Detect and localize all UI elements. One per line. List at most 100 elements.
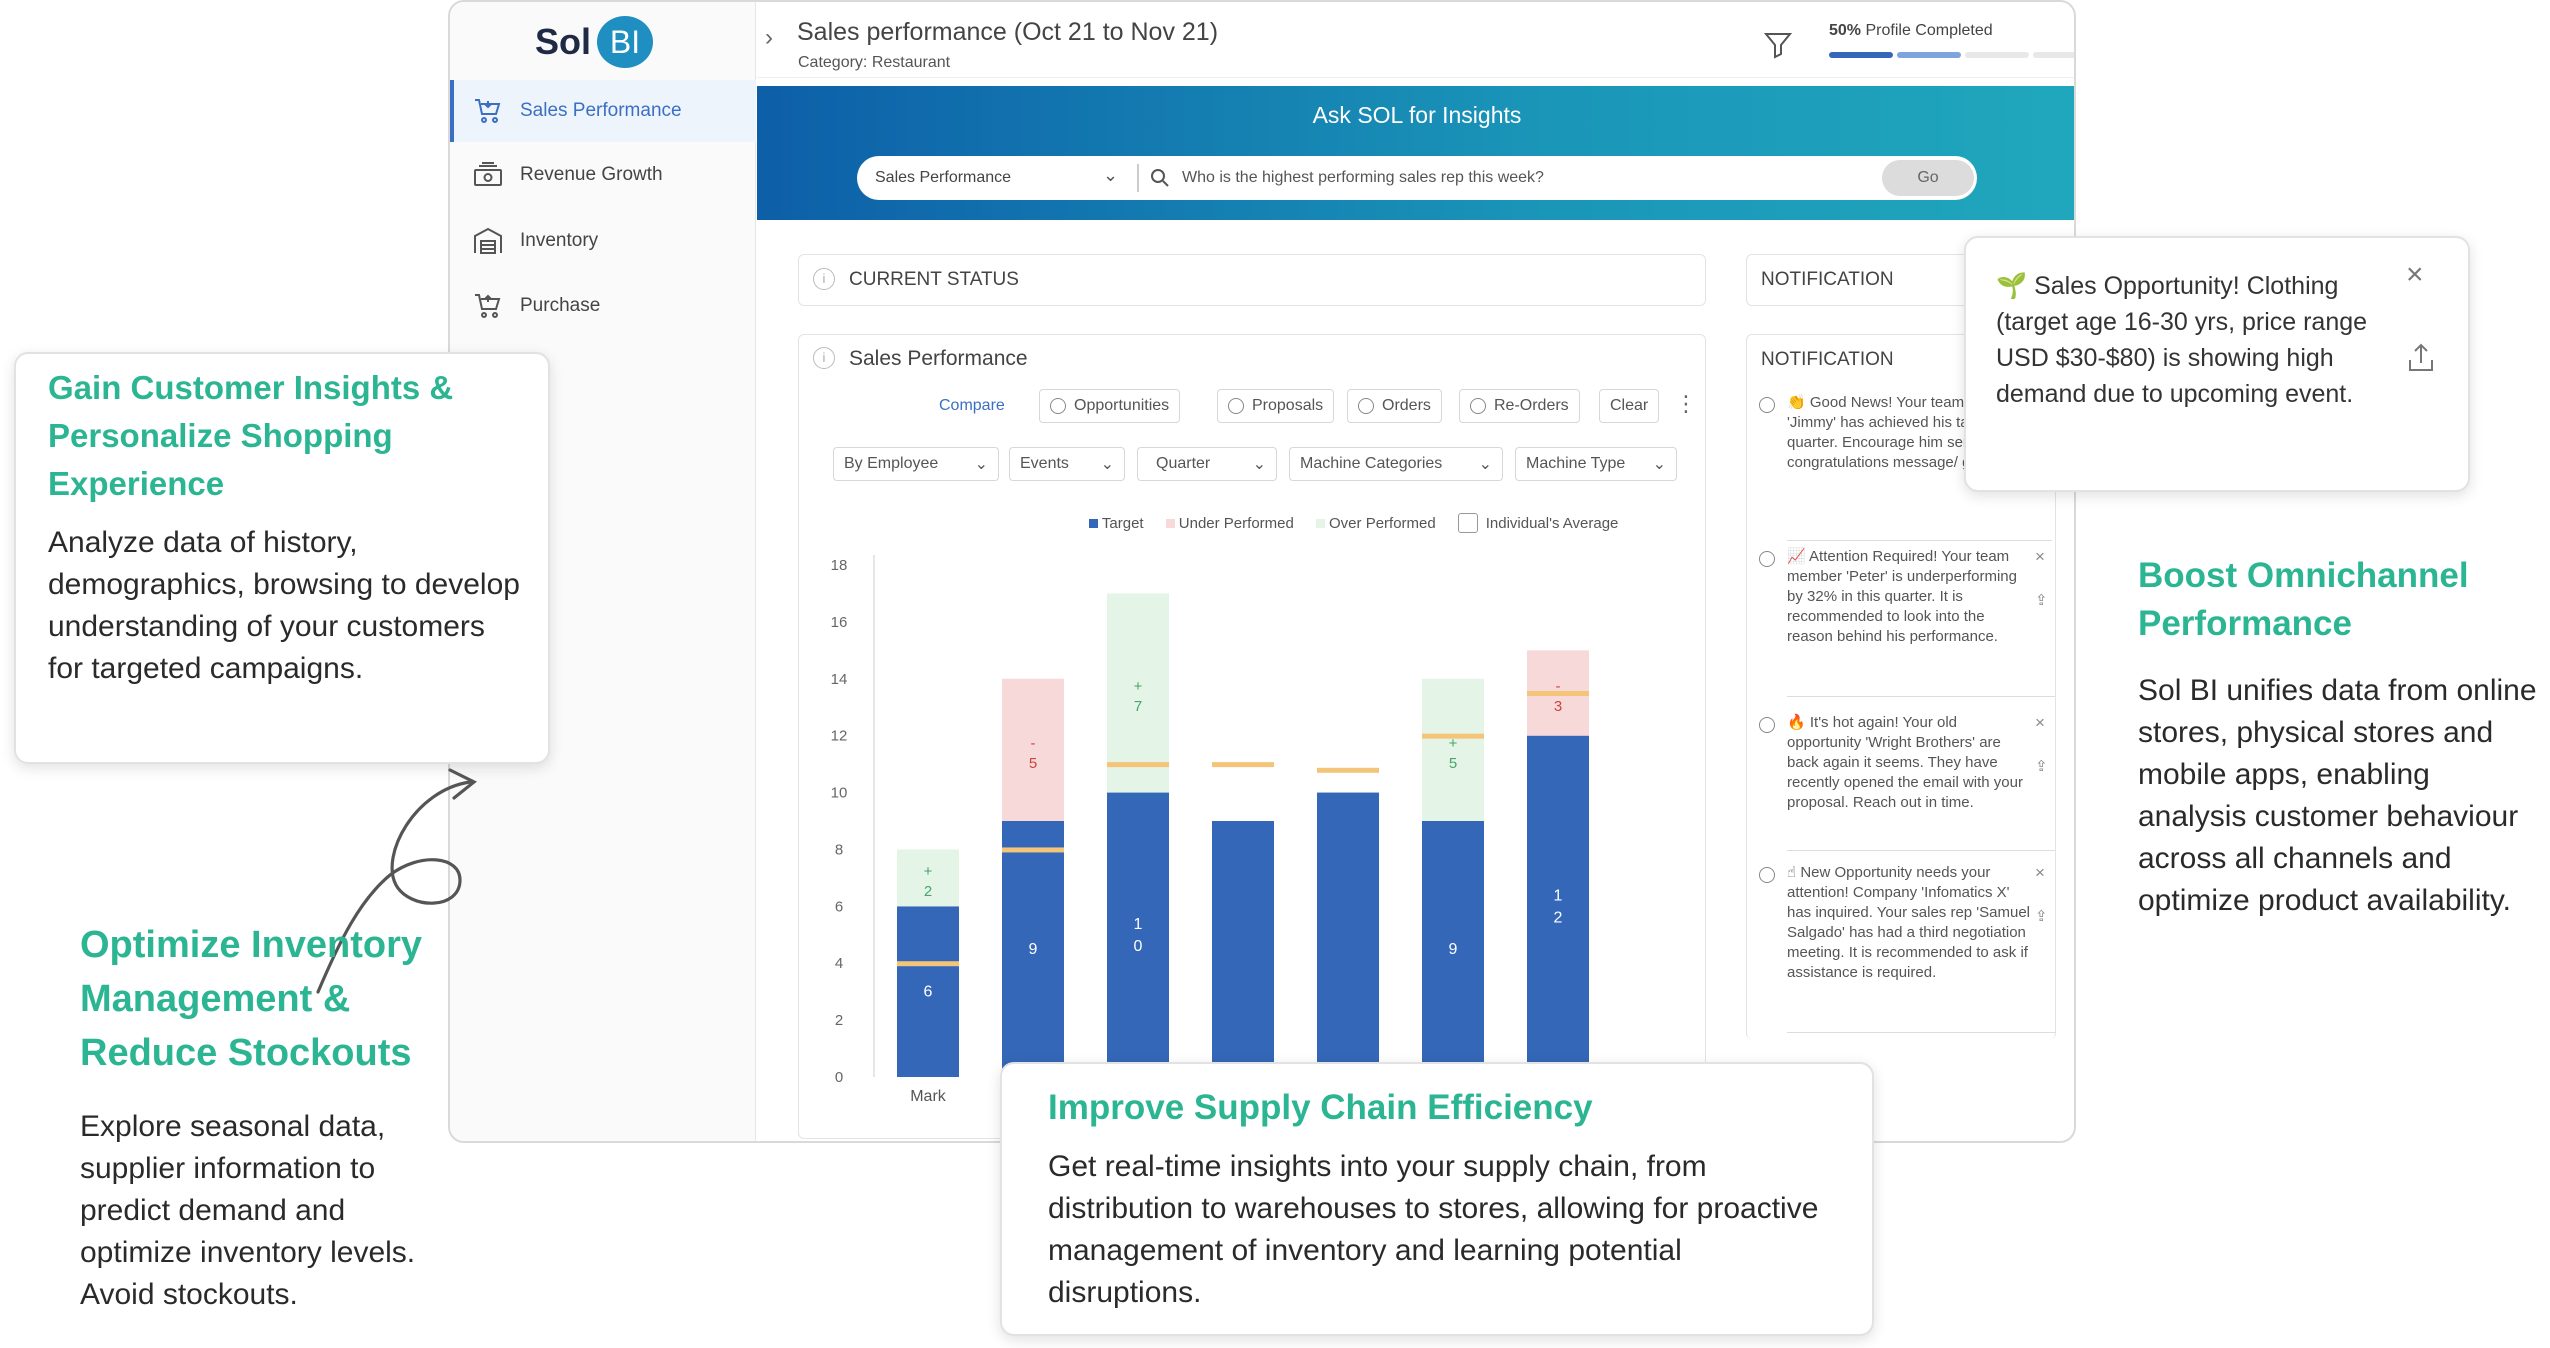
- inventory-card-title: Optimize Inventory Management & Reduce S…: [80, 924, 423, 1074]
- warehouse-icon: [474, 227, 502, 254]
- topic-select[interactable]: Sales Performance: [875, 169, 1012, 186]
- close-icon[interactable]: ×: [2035, 547, 2045, 566]
- card-title: Improve Supply Chain Efficiency: [1048, 1088, 1593, 1127]
- panel-title: Sales Performance: [849, 347, 1028, 370]
- share-icon[interactable]: ⇪: [2035, 908, 2048, 925]
- filter-machine-type[interactable]: Machine Type ⌄: [1515, 447, 1677, 481]
- notification-text: New Opportunity needs your attention! Co…: [1787, 864, 2031, 981]
- pointing-up-icon: ☝: [1787, 864, 1797, 881]
- notification-item[interactable]: × ⇪ 📈 Attention Required! Your team memb…: [1759, 547, 2055, 697]
- close-icon[interactable]: ×: [2406, 258, 2424, 291]
- bar-actual: [1527, 735, 1589, 1077]
- bar-actual: [1317, 792, 1379, 1077]
- target-marker: [1527, 691, 1589, 696]
- option-label: Opportunities: [1074, 397, 1170, 414]
- more-vertical-icon[interactable]: ⋮: [1675, 391, 1697, 416]
- target-marker: [1317, 767, 1379, 773]
- cart-icon: [475, 99, 501, 123]
- chevron-down-icon[interactable]: ⌄: [1103, 165, 1119, 185]
- bar-delta-label: 2: [924, 883, 932, 900]
- bar-value-label: 1: [1554, 887, 1563, 904]
- share-icon[interactable]: [2406, 342, 2436, 374]
- sidebar-item-revenue-growth[interactable]: Revenue Growth: [450, 144, 756, 206]
- sidebar-item-label: Purchase: [520, 295, 601, 316]
- filter-icon[interactable]: [1762, 28, 1794, 60]
- radio-icon[interactable]: [1759, 551, 1775, 567]
- bar-value-label: 9: [1029, 941, 1038, 958]
- compare-option-opportunities[interactable]: Opportunities: [1039, 389, 1181, 423]
- target-marker: [1002, 847, 1064, 853]
- compare-option-orders[interactable]: Orders: [1347, 389, 1442, 423]
- radio-icon[interactable]: [1759, 397, 1775, 413]
- close-icon[interactable]: ×: [2035, 863, 2045, 882]
- inventory-card-body: Explore seasonal data, supplier informat…: [80, 1110, 416, 1311]
- go-button[interactable]: Go: [1882, 160, 1974, 196]
- sidebar-item-inventory[interactable]: Inventory: [450, 210, 756, 272]
- bar-delta-label: 7: [1134, 698, 1142, 715]
- notification-panel: NOTIFICATION 👏 Good News! Your team memb…: [1746, 334, 2056, 1039]
- chevron-down-icon: ⌄: [1252, 456, 1266, 473]
- radio-icon: [1470, 398, 1486, 414]
- share-icon[interactable]: ⇪: [2035, 592, 2048, 609]
- sidebar-item-purchase[interactable]: Purchase: [450, 275, 756, 337]
- radio-icon[interactable]: [1759, 717, 1775, 733]
- y-tick-label: 16: [831, 614, 848, 631]
- fire-icon: 🔥: [1787, 714, 1806, 731]
- filter-quarter[interactable]: Quarter ⌄: [1137, 447, 1277, 481]
- chevron-right-icon[interactable]: ›: [765, 24, 773, 51]
- sidebar-item-sales-performance[interactable]: Sales Performance: [450, 80, 756, 142]
- target-marker: [1422, 733, 1484, 739]
- profile-progress-text: 50% Profile Completed: [1829, 22, 1993, 40]
- x-tick-label: Mark: [910, 1088, 947, 1105]
- option-label: Re-Orders: [1494, 397, 1569, 414]
- y-tick-label: 14: [831, 671, 848, 688]
- legend-under: Under Performed: [1165, 515, 1294, 532]
- card-title: Gain Customer Insights & Personalize Sho…: [48, 369, 454, 502]
- y-tick-label: 0: [835, 1069, 843, 1086]
- filter-label: Events: [1020, 455, 1069, 472]
- y-tick-label: 10: [831, 785, 848, 802]
- bar-actual: [1002, 821, 1064, 1077]
- legend-average[interactable]: Individual's Average: [1457, 513, 1618, 533]
- sidebar-item-label: Inventory: [520, 230, 599, 251]
- notification-item[interactable]: × ⇪ 🔥 It's hot again! Your old opportuni…: [1759, 713, 2055, 851]
- banner-title: Ask SOL for Insights: [1312, 102, 1522, 128]
- sidebar: Sol BI Sales Performance Revenue Growth …: [450, 2, 756, 1141]
- notification-item[interactable]: × ⇪ ☝ New Opportunity needs your attenti…: [1759, 863, 2055, 1033]
- sprout-icon: 🌱: [1996, 272, 2028, 300]
- chevron-down-icon: ⌄: [974, 456, 988, 473]
- bar-delta-label: +: [924, 863, 933, 880]
- filter-events[interactable]: Events ⌄: [1009, 447, 1125, 481]
- bar-delta-label: +: [1134, 678, 1143, 695]
- profile-progress-bar: [1829, 52, 2074, 58]
- filter-machine-categories[interactable]: Machine Categories ⌄: [1289, 447, 1503, 481]
- y-tick-label: 8: [835, 841, 843, 858]
- sidebar-item-label: Revenue Growth: [520, 164, 663, 185]
- y-tick-label: 12: [831, 728, 848, 745]
- notification-header-panel: NOTIFICATION: [1746, 254, 2006, 306]
- close-icon[interactable]: ×: [2035, 713, 2045, 732]
- search-input[interactable]: Who is the highest performing sales rep …: [1182, 169, 1544, 186]
- clear-button[interactable]: Clear: [1599, 389, 1660, 423]
- notification-text: Attention Required! Your team member 'Pe…: [1787, 548, 2017, 645]
- legend-over: Over Performed: [1315, 515, 1436, 532]
- page-header: › Sales performance (Oct 21 to Nov 21) C…: [757, 2, 2074, 78]
- cart-icon: [475, 294, 501, 318]
- option-label: Orders: [1382, 397, 1431, 414]
- share-icon[interactable]: ⇪: [2035, 758, 2048, 775]
- filter-by-employee[interactable]: By Employee ⌄: [833, 447, 999, 481]
- target-marker: [1212, 762, 1274, 768]
- chart-up-icon: 📈: [1787, 548, 1806, 565]
- radio-icon[interactable]: [1759, 867, 1775, 883]
- logo[interactable]: Sol BI: [535, 14, 654, 70]
- compare-option-proposals[interactable]: Proposals: [1217, 389, 1335, 423]
- y-tick-label: 2: [835, 1012, 843, 1029]
- bar-delta: [1107, 593, 1169, 793]
- bar-delta-label: -: [1031, 735, 1036, 752]
- omnichannel-title: Boost Omnichannel Performance: [2138, 556, 2469, 643]
- bar-delta-label: 5: [1449, 755, 1457, 772]
- clap-icon: 👏: [1787, 394, 1806, 411]
- info-icon: i: [813, 268, 835, 290]
- compare-option-re-orders[interactable]: Re-Orders: [1459, 389, 1580, 423]
- customer-insights-card: Gain Customer Insights & Personalize Sho…: [14, 352, 550, 764]
